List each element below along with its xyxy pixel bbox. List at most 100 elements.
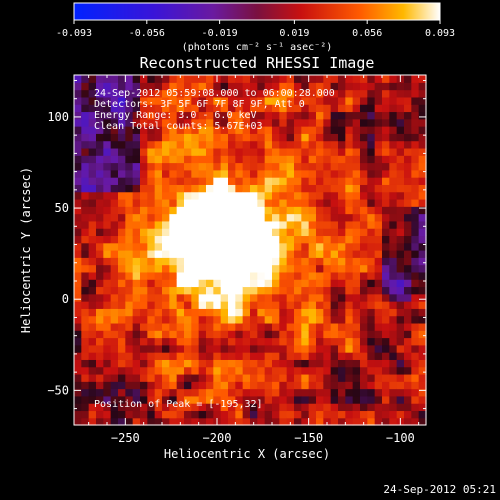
heatmap-cell (220, 118, 229, 127)
heatmap-cell (345, 264, 354, 273)
heatmap-cell (264, 322, 273, 331)
heatmap-cell (184, 133, 192, 142)
heatmap-cell (220, 169, 229, 178)
heatmap-cell (242, 75, 251, 83)
heatmap-cell (220, 220, 229, 229)
heatmap-cell (316, 337, 324, 346)
heatmap-cell (220, 359, 229, 368)
heatmap-cell (338, 169, 346, 178)
heatmap-cell (352, 279, 361, 288)
heatmap-cell (286, 381, 295, 390)
heatmap-cell (316, 250, 324, 258)
heatmap-cell (396, 104, 405, 113)
heatmap-cell (374, 169, 383, 178)
heatmap-cell (338, 147, 346, 156)
heatmap-cell (162, 206, 170, 215)
heatmap-cell (88, 308, 97, 317)
heatmap-cell (81, 96, 90, 105)
heatmap-cell (418, 373, 427, 382)
heatmap-cell (213, 82, 222, 91)
heatmap-cell (213, 206, 222, 215)
heatmap-cell (96, 308, 104, 317)
heatmap-cell (345, 96, 354, 105)
heatmap-cell (242, 206, 251, 215)
heatmap-cell (272, 417, 280, 426)
heatmap-cell (96, 395, 104, 404)
heatmap-cell (330, 206, 339, 215)
heatmap-cell (176, 220, 185, 229)
heatmap-cell (132, 82, 141, 91)
heatmap-cell (396, 330, 405, 339)
heatmap-cell (228, 104, 236, 113)
heatmap-cell (191, 403, 200, 412)
heatmap-cell (228, 352, 236, 360)
heatmap-cell (198, 126, 207, 134)
heatmap-cell (323, 344, 332, 353)
heatmap-cell (411, 147, 420, 156)
heatmap-cell (272, 206, 280, 215)
heatmap-cell (286, 344, 295, 353)
heatmap-cell (242, 264, 251, 273)
heatmap-cell (206, 96, 214, 105)
heatmap-cell (103, 264, 112, 273)
heatmap-cell (279, 111, 288, 120)
heatmap-cell (308, 242, 317, 251)
heatmap-cell (103, 359, 112, 368)
heatmap-cell (264, 301, 273, 309)
heatmap-cell (286, 264, 295, 273)
heatmap-cell (154, 395, 163, 404)
heatmap-cell (323, 403, 332, 412)
heatmap-cell (323, 264, 332, 273)
heatmap-cell (352, 242, 361, 251)
heatmap-cell (220, 89, 229, 98)
heatmap-cell (360, 344, 368, 353)
heatmap-cell (367, 388, 376, 397)
heatmap-cell (110, 308, 119, 317)
heatmap-cell (88, 264, 97, 273)
heatmap-cell (132, 286, 141, 295)
heatmap-cell (228, 228, 236, 237)
heatmap-cell (345, 140, 354, 149)
heatmap-cell (213, 213, 222, 222)
heatmap-cell (308, 417, 317, 426)
heatmap-cell (308, 352, 317, 360)
heatmap-cell (154, 403, 163, 412)
heatmap-cell (213, 184, 222, 193)
heatmap-cell (382, 337, 390, 346)
heatmap-cell (140, 395, 148, 404)
heatmap-cell (140, 242, 148, 251)
heatmap-cell (301, 184, 310, 193)
heatmap-cell (418, 82, 427, 91)
heatmap-cell (88, 388, 97, 397)
heatmap-cell (110, 381, 119, 390)
heatmap-cell (96, 96, 104, 105)
heatmap-cell (110, 286, 119, 295)
heatmap-cell (228, 308, 236, 317)
heatmap-cell (162, 198, 170, 207)
heatmap-cell (360, 198, 368, 207)
heatmap-cell (286, 352, 295, 360)
heatmap-cell (184, 162, 192, 171)
heatmap-cell (250, 373, 258, 382)
heatmap-cell (250, 359, 258, 368)
heatmap-cell (242, 104, 251, 113)
heatmap-cell (301, 228, 310, 237)
heatmap-cell (279, 96, 288, 105)
heatmap-cell (272, 111, 280, 120)
heatmap-cell (198, 388, 207, 397)
heatmap-cell (404, 242, 412, 251)
heatmap-cell (404, 191, 412, 200)
heatmap-cell (418, 140, 427, 149)
heatmap-cell (367, 191, 376, 200)
heatmap-cell (132, 220, 141, 229)
heatmap-cell (169, 133, 178, 142)
heatmap-cell (323, 198, 332, 207)
heatmap-cell (272, 96, 280, 105)
heatmap-cell (198, 250, 207, 258)
heatmap-cell (352, 293, 361, 302)
heatmap-cell (308, 104, 317, 113)
heatmap-cell (367, 184, 376, 193)
heatmap-cell (154, 264, 163, 273)
heatmap-cell (323, 257, 332, 266)
